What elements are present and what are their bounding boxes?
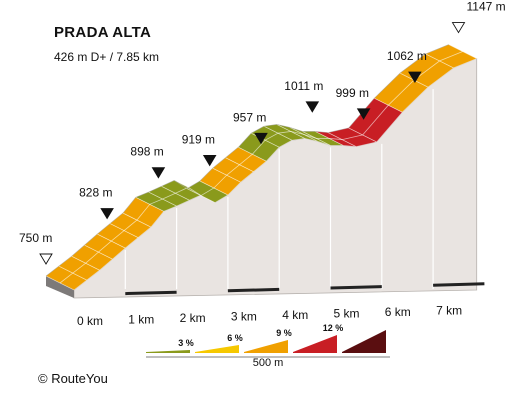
legend-swatch bbox=[342, 330, 386, 353]
x-tick-label: 3 km bbox=[231, 310, 257, 324]
grade-band bbox=[45, 44, 478, 291]
legend-label: 6 % bbox=[227, 333, 243, 343]
waypoint-label: 750 m bbox=[19, 231, 52, 245]
legend-label: 9 % bbox=[276, 328, 292, 338]
x-tick-label: 2 km bbox=[180, 311, 206, 325]
waypoint-marker bbox=[254, 132, 268, 145]
waypoint-label: 898 m bbox=[130, 145, 163, 159]
waypoint-label: 957 m bbox=[233, 110, 266, 124]
x-tick-label: 4 km bbox=[282, 308, 308, 322]
legend-label: 3 % bbox=[178, 338, 194, 348]
legend-swatch bbox=[146, 350, 190, 353]
waypoint-label: 919 m bbox=[182, 132, 215, 146]
km-gridlines bbox=[124, 89, 485, 296]
waypoint-label: 828 m bbox=[79, 186, 112, 200]
ground-scale-segment bbox=[433, 282, 485, 287]
ground-scale-segment bbox=[227, 287, 280, 293]
chart-title: PRADA ALTA bbox=[54, 24, 152, 41]
waypoint-label: 1062 m bbox=[387, 49, 427, 63]
profile-end-face bbox=[46, 276, 74, 298]
legend-swatch bbox=[244, 340, 288, 353]
band-divider bbox=[59, 51, 463, 284]
ground-scale-segment bbox=[125, 290, 177, 296]
waypoint-marker bbox=[39, 253, 53, 265]
waypoint-marker bbox=[356, 108, 371, 120]
x-tick-label: 6 km bbox=[385, 305, 411, 319]
waypoint-marker bbox=[100, 208, 114, 220]
waypoint-marker bbox=[202, 155, 217, 167]
profile-top-edge bbox=[45, 44, 449, 277]
legend-scale-label: 500 m bbox=[253, 357, 284, 369]
ground-scale-segment bbox=[330, 285, 382, 290]
x-tick-label: 7 km bbox=[436, 304, 462, 318]
legend-swatch bbox=[195, 345, 239, 353]
legend-label: 12 % bbox=[323, 323, 344, 333]
legend-swatch bbox=[293, 335, 337, 353]
waypoint-marker bbox=[305, 101, 320, 113]
chart-subtitle: 426 m D+ / 7.85 km bbox=[54, 50, 160, 64]
waypoint-marker bbox=[151, 167, 166, 179]
waypoint-marker bbox=[408, 71, 422, 83]
waypoint-label: 1147 m bbox=[467, 0, 506, 14]
waypoint-label: 999 m bbox=[336, 86, 369, 100]
x-tick-label: 1 km bbox=[128, 313, 154, 327]
x-tick-label: 0 km bbox=[77, 314, 103, 328]
waypoint-marker bbox=[451, 22, 466, 34]
grade-legend: 3 % 6 % 9 % 12 % 500 m bbox=[146, 323, 390, 369]
copyright-credit: © RouteYou bbox=[38, 371, 108, 386]
x-tick-label: 5 km bbox=[333, 307, 359, 321]
waypoint-label: 1011 m bbox=[284, 79, 323, 93]
waypoint-markers: 750 m 828 m 898 m 919 m 957 m 1011 m 999 m 1062… bbox=[19, 0, 506, 265]
x-axis-ticks: 0 km 1 km 2 km 3 km 4 km 5 km 6 km 7 km bbox=[77, 304, 462, 329]
